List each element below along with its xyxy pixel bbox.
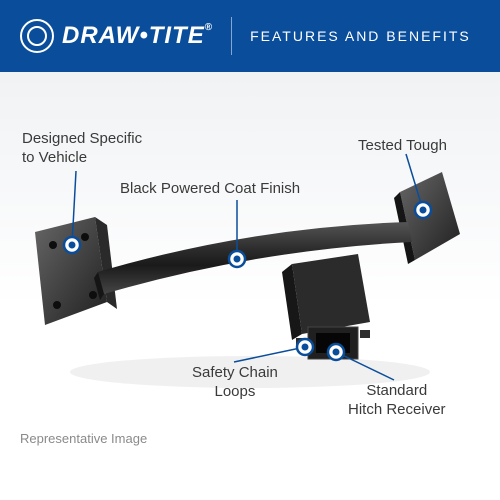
callout-c5: StandardHitch Receiver xyxy=(348,382,446,420)
hitch-ball-icon xyxy=(20,19,54,53)
header-subtitle: FEATURES AND BENEFITS xyxy=(250,28,471,44)
callout-c4: Safety ChainLoops xyxy=(192,364,278,402)
brand-logo: DRAW•TITE® xyxy=(20,19,213,53)
callout-c3: Tested Tough xyxy=(358,137,447,156)
brand-name: DRAW•TITE® xyxy=(62,22,213,50)
brand-reg: ® xyxy=(205,22,213,33)
brand-name-text: DRAW•TITE xyxy=(62,22,205,49)
callout-c1: Designed Specificto Vehicle xyxy=(22,130,142,168)
footer-note: Representative Image xyxy=(20,431,147,446)
diagram-area: Designed Specificto Vehicle Black Powered… xyxy=(0,72,500,462)
header-bar: DRAW•TITE® FEATURES AND BENEFITS xyxy=(0,0,500,72)
header-divider xyxy=(231,17,232,55)
callout-c2: Black Powered Coat Finish xyxy=(120,180,300,199)
